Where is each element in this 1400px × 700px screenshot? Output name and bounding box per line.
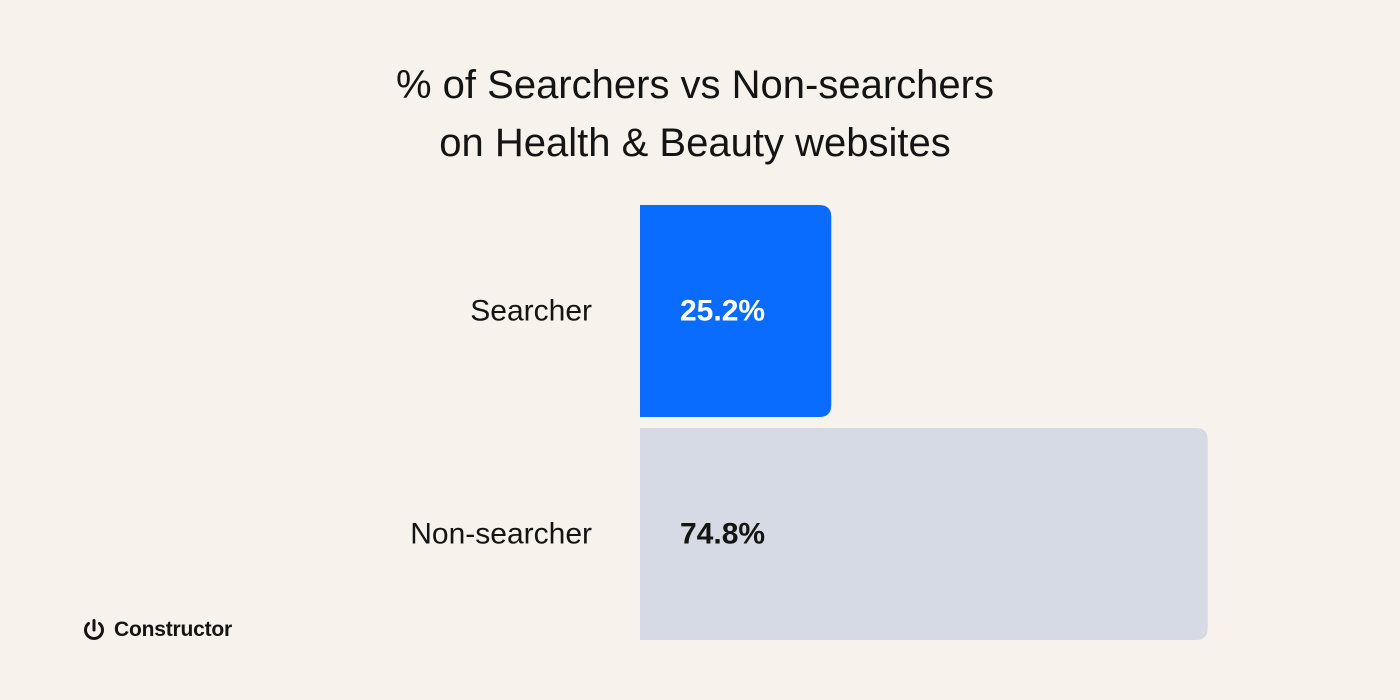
chart-title: % of Searchers vs Non-searchers on Healt… [0,56,1390,172]
value-label-searcher: 25.2% [680,295,765,328]
category-label-non-searcher: Non-searcher [410,518,592,551]
chart-title-line-2: on Health & Beauty websites [439,121,951,165]
category-label-searcher: Searcher [470,295,592,328]
bar-non-searcher [640,428,1208,640]
bar-searcher [640,205,832,417]
value-label-non-searcher: 74.8% [680,518,765,551]
chart-title-line-1: % of Searchers vs Non-searchers [395,63,994,107]
brand-name: Constructor [114,618,232,641]
constructor-logo: Constructor [82,616,232,644]
power-icon [82,618,106,642]
